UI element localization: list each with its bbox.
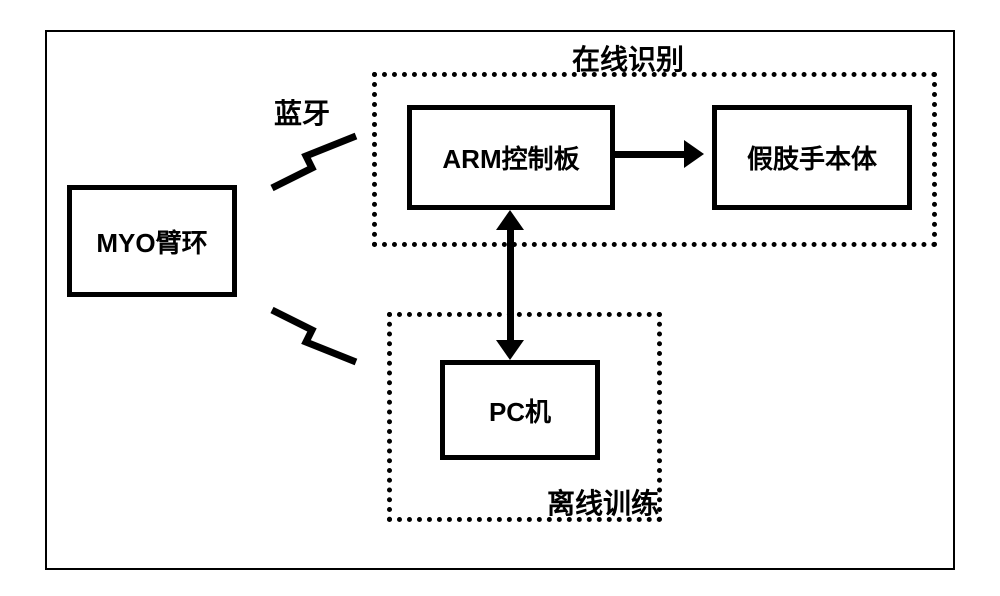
bluetooth-bolt-lower-icon xyxy=(264,302,364,362)
prosthetic-hand-box: 假肢手本体 xyxy=(712,105,912,210)
bluetooth-label: 蓝牙 xyxy=(274,92,330,132)
arm-controller-box: ARM控制板 xyxy=(407,105,615,210)
pc-box: PC机 xyxy=(440,360,600,460)
myo-label: MYO臂环 xyxy=(96,223,207,260)
online-group-label: 在线识别 xyxy=(572,38,684,78)
hand-label: 假肢手本体 xyxy=(747,139,877,176)
offline-group-label: 离线训练 xyxy=(547,482,659,522)
myo-box: MYO臂环 xyxy=(67,185,237,297)
pc-label: PC机 xyxy=(489,392,551,429)
bluetooth-bolt-upper-icon xyxy=(264,130,364,190)
diagram-frame: 在线识别 离线训练 MYO臂环 ARM控制板 假肢手本体 PC机 蓝牙 xyxy=(45,30,955,570)
arm-label: ARM控制板 xyxy=(442,139,579,176)
